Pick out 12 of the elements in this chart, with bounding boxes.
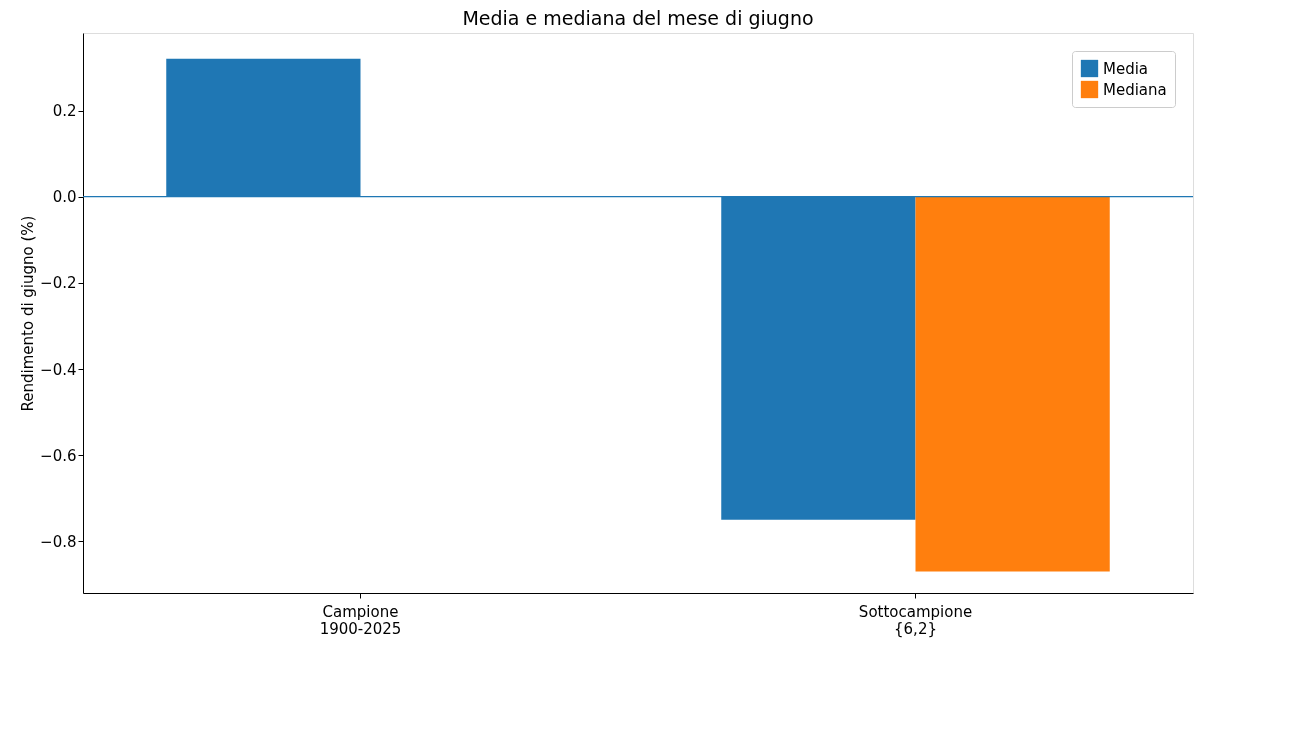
y-tick-label: −0.6 (40, 446, 77, 465)
y-tick-label: 0.0 (52, 188, 77, 207)
y-tick-label: 0.2 (52, 102, 77, 121)
x-tick-label: Sottocampione {6,2} (858, 602, 973, 638)
y-axis-title: Rendimento di giugno (%) (19, 215, 38, 412)
y-tick-label: −0.4 (40, 360, 77, 379)
x-tick-label: Campione 1900-2025 (319, 602, 402, 638)
y-tick-label: −0.2 (40, 274, 77, 293)
y-tick-label: −0.8 (40, 532, 77, 551)
chart-title: Media e mediana del mese di giugno (462, 7, 814, 29)
legend-label: Mediana (1103, 80, 1167, 99)
legend-label: Media (1103, 59, 1149, 78)
